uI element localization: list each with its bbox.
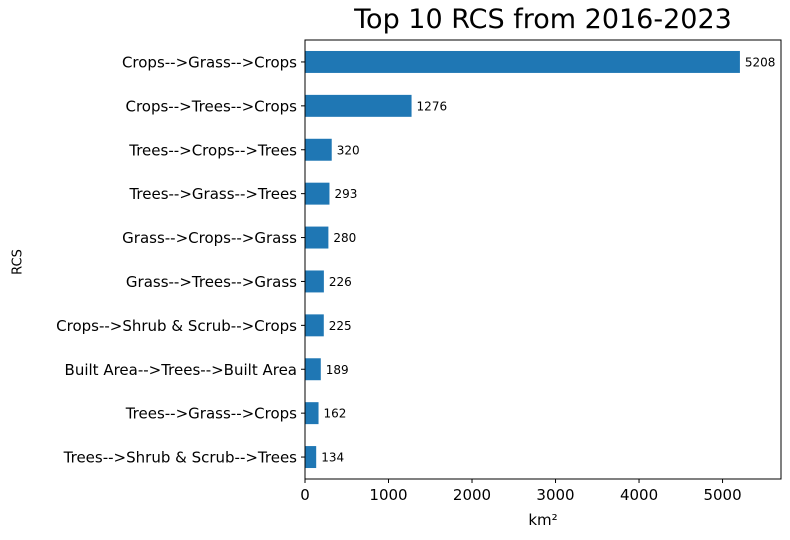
bar <box>305 226 329 249</box>
plot-frame <box>304 39 782 480</box>
data-label: 293 <box>334 187 357 201</box>
data-label: 225 <box>329 319 352 333</box>
data-label: 320 <box>337 143 360 157</box>
y-tick-label: Trees-->Grass-->Trees <box>128 185 297 203</box>
y-tick-label: Trees-->Grass-->Crops <box>125 405 297 423</box>
x-tick-label: 3000 <box>536 486 574 504</box>
bar <box>305 50 740 73</box>
bar <box>305 94 412 117</box>
bar <box>305 402 319 425</box>
data-label: 280 <box>333 231 356 245</box>
data-label: 226 <box>329 275 352 289</box>
x-tick-label: 0 <box>300 486 310 504</box>
data-label: 1276 <box>417 99 448 113</box>
bar <box>305 314 324 337</box>
bar <box>305 270 324 293</box>
y-tick-label: Crops-->Trees-->Crops <box>125 97 297 115</box>
x-tick-label: 4000 <box>620 486 658 504</box>
x-tick-label: 2000 <box>453 486 491 504</box>
chart-title: Top 10 RCS from 2016-2023 <box>354 4 732 35</box>
y-tick-label: Crops-->Shrub & Scrub-->Crops <box>56 317 297 335</box>
y-tick-label: Trees-->Shrub & Scrub-->Trees <box>63 449 298 467</box>
y-tick-label: Grass-->Crops-->Grass <box>122 229 297 247</box>
bar <box>305 446 317 469</box>
data-label: 5208 <box>745 55 776 69</box>
bar <box>305 138 332 161</box>
x-tick-label: 5000 <box>703 486 741 504</box>
bar <box>305 182 330 205</box>
x-axis-label: km² <box>528 511 558 529</box>
data-label: 162 <box>324 407 347 421</box>
y-tick-label: Built Area-->Trees-->Built Area <box>65 361 297 379</box>
data-label: 189 <box>326 363 349 377</box>
y-tick-label: Grass-->Trees-->Grass <box>126 273 297 291</box>
y-tick-label: Crops-->Grass-->Crops <box>122 53 297 71</box>
y-tick-label: Trees-->Crops-->Trees <box>128 141 297 159</box>
bar <box>305 358 321 381</box>
data-label: 134 <box>321 451 344 465</box>
x-tick-label: 1000 <box>369 486 407 504</box>
